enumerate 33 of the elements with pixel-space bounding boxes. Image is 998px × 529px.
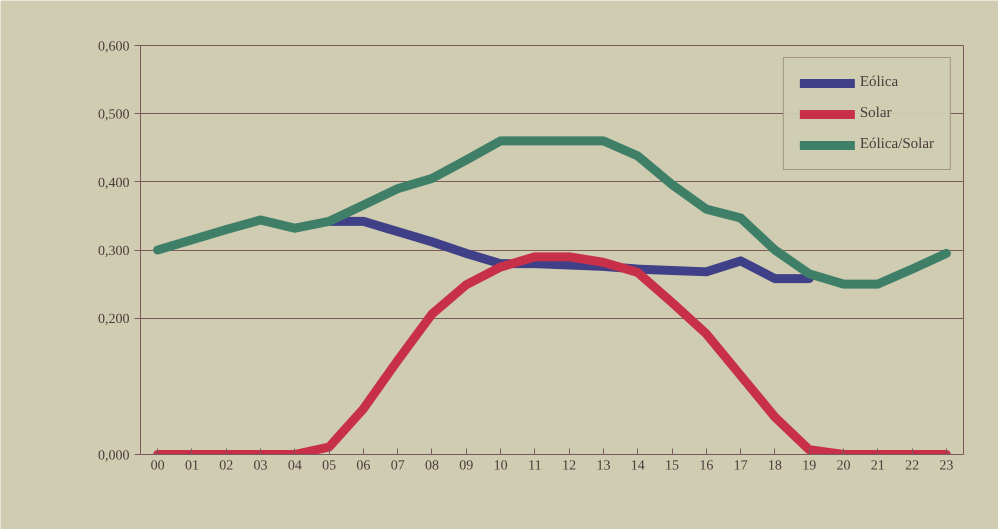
legend-label: Eólica/Solar	[860, 136, 934, 153]
x-tick-label: 01	[184, 458, 199, 474]
x-tick-label: 19	[802, 458, 816, 474]
x-tick-label: 06	[356, 458, 370, 474]
x-tick-label: 14	[630, 458, 645, 474]
legend-label: Solar	[860, 105, 892, 122]
legend-label: Eólica	[860, 74, 898, 91]
x-tick-label: 21	[870, 458, 885, 474]
x-tick-label: 20	[836, 458, 850, 474]
x-tick-label: 08	[424, 458, 439, 474]
y-tick-label: 0,300	[98, 244, 130, 259]
x-tick-label: 12	[562, 458, 576, 474]
x-tick-label: 15	[665, 458, 680, 474]
x-tick-label: 04	[288, 458, 302, 474]
x-tick-label: 16	[699, 458, 714, 474]
x-tick-label: 17	[734, 458, 748, 474]
x-tick-label: 07	[390, 458, 405, 474]
x-tick-label: 18	[768, 458, 782, 474]
x-tick-label: 02	[219, 458, 234, 474]
x-tick-label: 11	[528, 458, 542, 474]
x-tick-label: 09	[459, 458, 474, 474]
x-tick-label: 13	[596, 458, 610, 474]
x-tick-label: 10	[494, 458, 508, 474]
x-tick-label: 03	[254, 458, 268, 474]
x-tick-label: 22	[905, 458, 920, 474]
x-tick-label: 05	[322, 458, 336, 474]
y-tick-label: 0,200	[98, 312, 130, 328]
x-tick-label: 00	[150, 458, 165, 474]
y-tick-label: 0,400	[98, 176, 130, 191]
y-tick-label: 0,600	[98, 40, 130, 54]
y-tick-label: 0,000	[98, 448, 130, 464]
y-tick-label: 0,500	[98, 108, 130, 123]
x-tick-label: 23	[939, 458, 954, 474]
